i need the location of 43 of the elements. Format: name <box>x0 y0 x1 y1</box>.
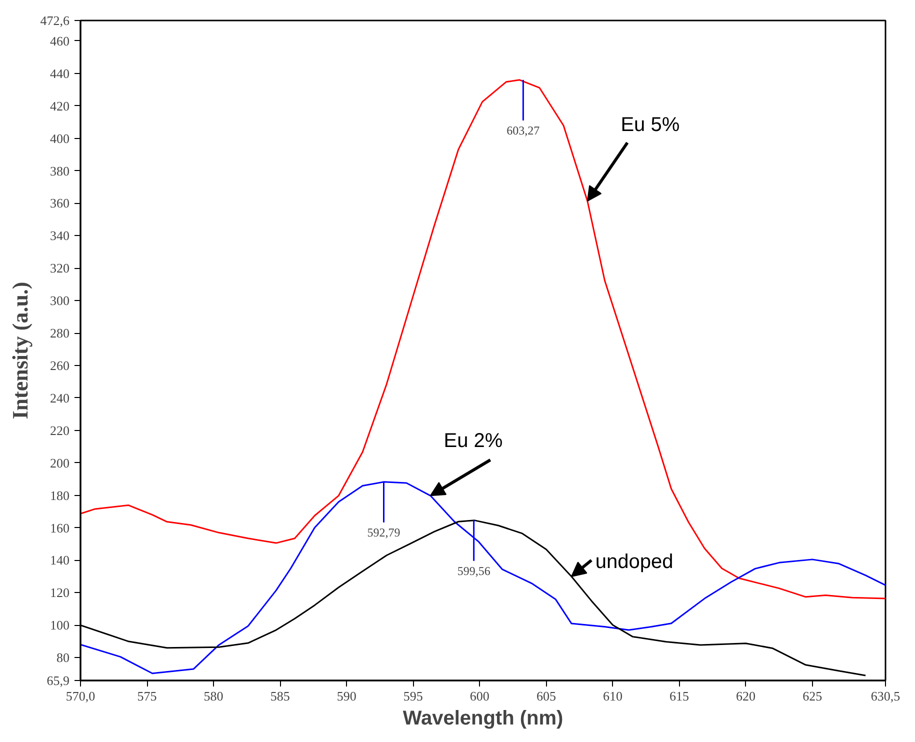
x-tick-label: 575 <box>137 688 157 704</box>
y-tick-label: 380 <box>50 163 70 178</box>
annotation: 603,27 <box>506 123 540 138</box>
y-tick-label: 400 <box>50 130 70 146</box>
y-tick-label: 220 <box>50 422 70 438</box>
y-tick-label: 160 <box>50 520 70 536</box>
x-tick-label: 580 <box>204 688 224 704</box>
text: Eu 5% <box>620 114 680 136</box>
y-tick-label: 420 <box>50 98 70 114</box>
y-tick-label: 100 <box>50 618 70 633</box>
y-tick-label: 80 <box>56 650 70 666</box>
x-tick-label: 600 <box>470 688 490 704</box>
x-tick-label: 625 <box>802 688 822 704</box>
y-axis-title: Intensity (a.u.) <box>7 282 32 420</box>
y-tick-label: 280 <box>50 326 70 341</box>
y-tick-label: 340 <box>50 228 70 244</box>
x-tick-label: 590 <box>336 688 356 704</box>
y-tick-label: 472,6 <box>40 13 70 28</box>
y-tick-label: 300 <box>50 293 70 308</box>
y-tick-label: 240 <box>50 390 70 406</box>
y-tick-label: 440 <box>50 66 70 81</box>
y-tick-label: 65,9 <box>46 673 70 688</box>
x-tick-label: 605 <box>536 688 556 704</box>
legend-label: undoped <box>595 551 674 574</box>
x-tick-label: 585 <box>270 688 290 704</box>
y-tick-label: 260 <box>50 358 70 374</box>
x-tick-label: 620 <box>736 688 756 704</box>
x-tick-label: 610 <box>602 688 622 704</box>
annotation: 599,56 <box>457 564 490 578</box>
text: Eu 2% <box>444 430 503 452</box>
annotation: 592,79 <box>367 525 400 540</box>
x-tick-label: 570,0 <box>66 688 96 704</box>
y-tick-label: 140 <box>50 552 70 568</box>
x-tick-label: 630,5 <box>870 688 900 704</box>
y-tick-label: 200 <box>50 455 70 470</box>
y-tick-label: 180 <box>50 488 70 503</box>
x-tick-label: 615 <box>670 688 690 704</box>
y-tick-label: 360 <box>50 196 70 211</box>
y-tick-label: 120 <box>50 585 70 600</box>
y-tick-label: 460 <box>50 33 70 48</box>
x-axis-title: Wavelength (nm) <box>402 708 564 730</box>
y-tick-label: 320 <box>50 260 70 276</box>
x-tick-label: 595 <box>403 688 423 704</box>
